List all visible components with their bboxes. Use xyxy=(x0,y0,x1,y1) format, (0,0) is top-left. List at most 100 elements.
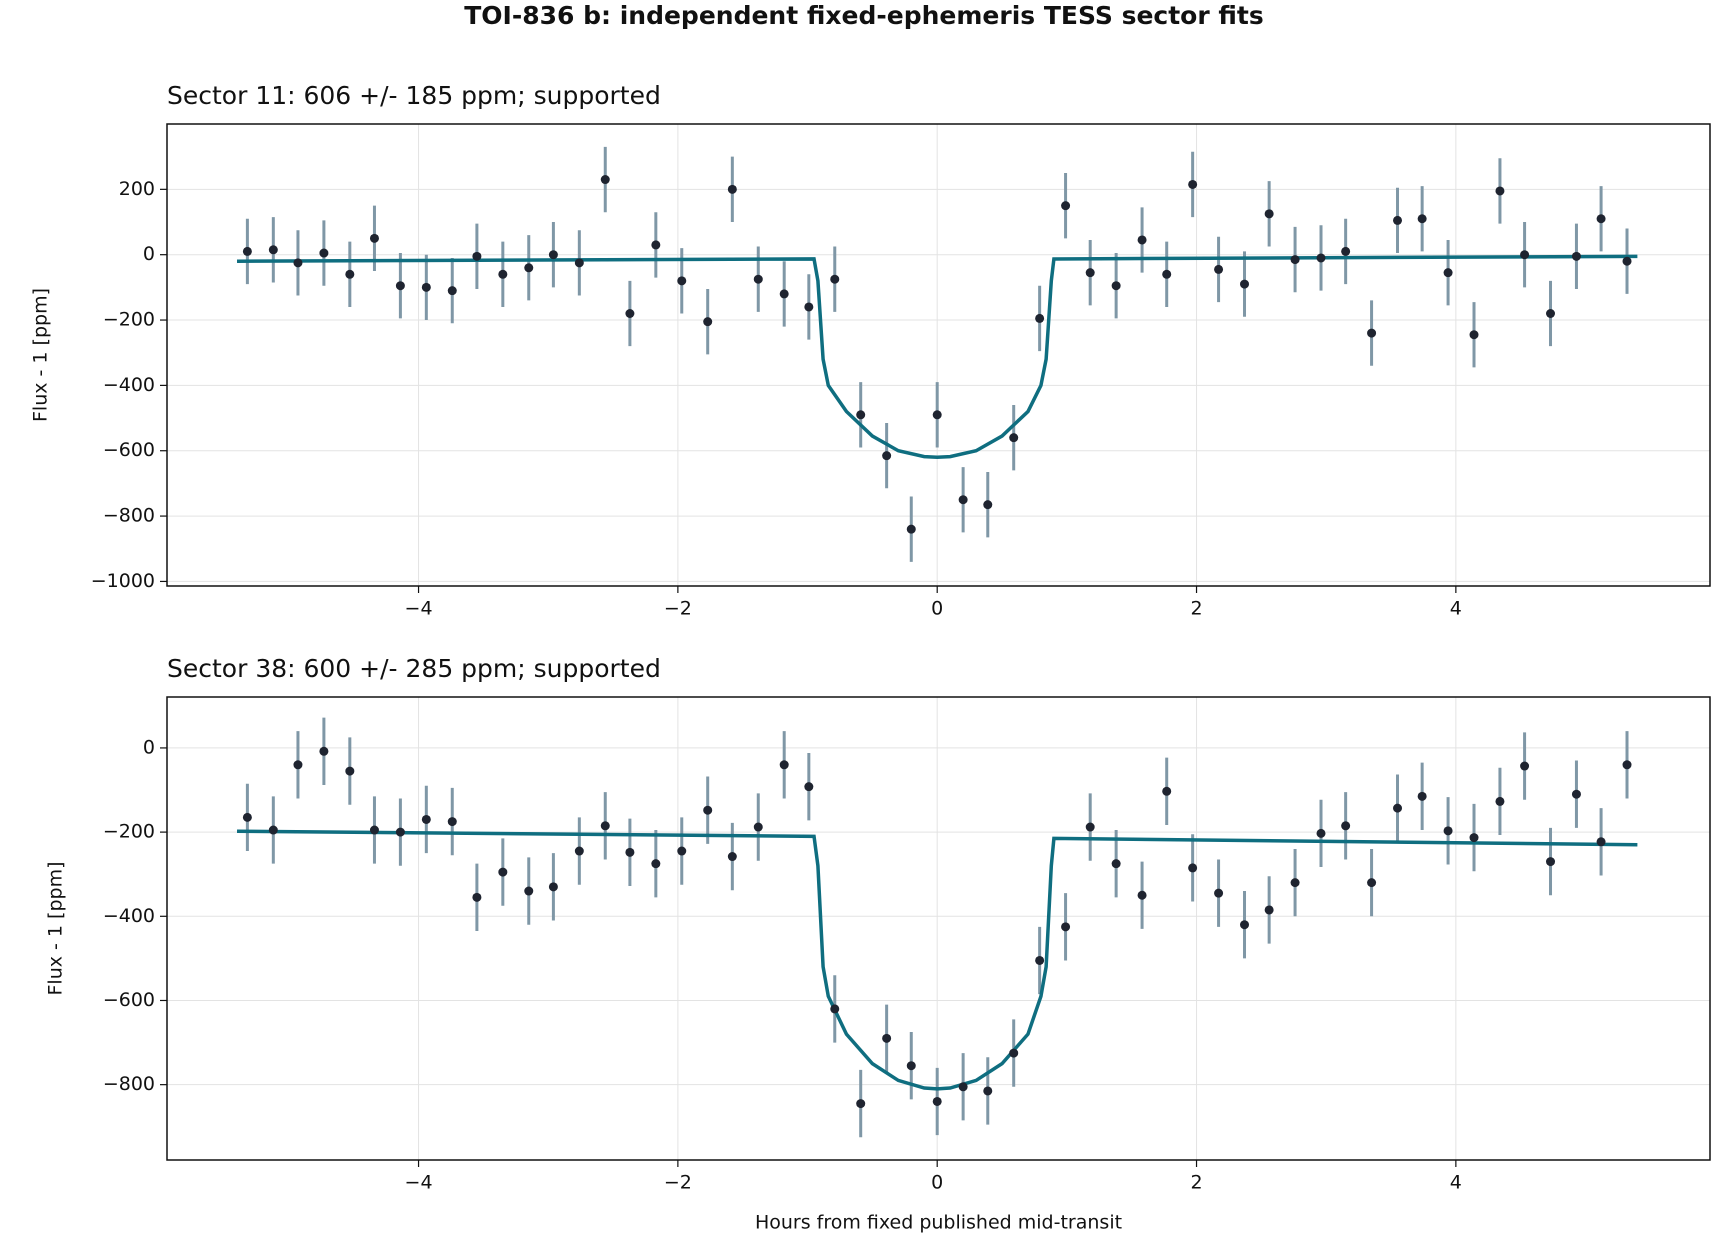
data-point xyxy=(1240,279,1250,289)
data-point xyxy=(856,1099,866,1109)
data-point xyxy=(574,846,584,856)
y-tick-label: 0 xyxy=(143,243,155,265)
data-point xyxy=(1290,255,1300,265)
data-point xyxy=(1316,253,1326,263)
data-point xyxy=(1264,209,1274,219)
data-point xyxy=(421,282,431,292)
data-point xyxy=(1417,791,1427,801)
data-point xyxy=(882,451,892,461)
data-point xyxy=(1367,878,1377,888)
data-point xyxy=(1111,281,1121,291)
subplot-title: Sector 11: 606 +/- 185 ppm; supported xyxy=(167,81,661,110)
subplot-title: Sector 38: 600 +/- 285 ppm; supported xyxy=(167,654,661,683)
y-axis-label: Flux - 1 [ppm] xyxy=(30,288,52,422)
data-point xyxy=(268,825,278,835)
data-point xyxy=(830,274,840,284)
data-point xyxy=(242,812,252,822)
y-tick-label: −200 xyxy=(103,821,155,843)
data-point xyxy=(932,1096,942,1106)
data-point xyxy=(1264,905,1274,915)
data-point xyxy=(498,269,508,279)
data-point xyxy=(600,821,610,831)
data-point xyxy=(727,184,737,194)
data-point xyxy=(1162,786,1172,796)
data-point xyxy=(1520,250,1530,260)
data-point xyxy=(1393,215,1403,225)
x-tick-label: 0 xyxy=(931,1172,943,1194)
data-point xyxy=(548,250,558,260)
data-point xyxy=(1341,246,1351,256)
data-point xyxy=(369,825,379,835)
data-point xyxy=(574,258,584,268)
data-point xyxy=(1137,235,1147,245)
y-tick-label: −800 xyxy=(103,1073,155,1095)
data-point xyxy=(958,1082,968,1092)
y-axis-label: Flux - 1 [ppm] xyxy=(45,861,67,995)
data-point xyxy=(753,822,763,832)
data-point xyxy=(345,269,355,279)
data-point xyxy=(1188,863,1198,873)
data-point xyxy=(1546,309,1556,319)
data-point xyxy=(1341,821,1351,831)
data-point xyxy=(1546,857,1556,867)
plot-frame xyxy=(166,123,1711,587)
data-point xyxy=(779,760,789,770)
data-point xyxy=(524,263,534,273)
y-tick-label: −400 xyxy=(103,374,155,396)
data-point xyxy=(345,766,355,776)
data-point xyxy=(524,886,534,896)
data-point xyxy=(1495,796,1505,806)
data-point xyxy=(727,852,737,862)
data-point xyxy=(472,892,482,902)
data-point xyxy=(753,274,763,284)
data-point xyxy=(906,1061,916,1071)
x-tick-label: 4 xyxy=(1450,598,1462,620)
data-point xyxy=(703,805,713,815)
y-tick-label: −200 xyxy=(103,309,155,331)
x-tick-label: −4 xyxy=(405,1172,433,1194)
data-point xyxy=(472,251,482,261)
x-axis-label: Hours from fixed published mid-transit xyxy=(755,1212,1122,1234)
data-point xyxy=(1035,955,1045,965)
data-point xyxy=(906,524,916,534)
y-tick-label: −800 xyxy=(103,505,155,527)
data-point xyxy=(958,495,968,505)
data-point xyxy=(1596,837,1606,847)
data-point xyxy=(983,500,993,510)
x-tick-label: −4 xyxy=(405,598,433,620)
x-tick-label: 0 xyxy=(931,598,943,620)
data-point xyxy=(293,258,303,268)
data-point xyxy=(548,882,558,892)
x-tick-label: 2 xyxy=(1190,598,1202,620)
x-tick-label: 4 xyxy=(1450,1172,1462,1194)
figure-title: TOI-836 b: independent fixed-ephemeris T… xyxy=(464,1,1264,30)
data-point xyxy=(1214,264,1224,274)
data-point xyxy=(625,309,635,319)
y-tick-label: 200 xyxy=(119,178,155,200)
data-point xyxy=(498,867,508,877)
model-line xyxy=(237,829,1638,1091)
data-point xyxy=(447,817,457,827)
x-tick-label: 2 xyxy=(1190,1172,1202,1194)
data-point xyxy=(1520,761,1530,771)
data-point xyxy=(1009,433,1019,443)
data-point xyxy=(625,847,635,857)
data-point xyxy=(1469,833,1479,843)
data-point xyxy=(369,233,379,243)
data-point xyxy=(1596,214,1606,224)
data-point xyxy=(651,240,661,250)
data-point xyxy=(600,175,610,185)
data-point xyxy=(983,1086,993,1096)
data-point xyxy=(677,276,687,286)
data-point xyxy=(1061,201,1071,211)
data-point xyxy=(293,760,303,770)
x-tick-label: −2 xyxy=(664,598,692,620)
data-point xyxy=(830,1004,840,1014)
x-tick-label: −2 xyxy=(664,1172,692,1194)
data-point xyxy=(421,814,431,824)
y-tick-label: −400 xyxy=(103,905,155,927)
data-point xyxy=(1367,328,1377,338)
data-point xyxy=(1290,878,1300,888)
y-tick-label: 0 xyxy=(143,736,155,758)
data-point xyxy=(779,289,789,299)
